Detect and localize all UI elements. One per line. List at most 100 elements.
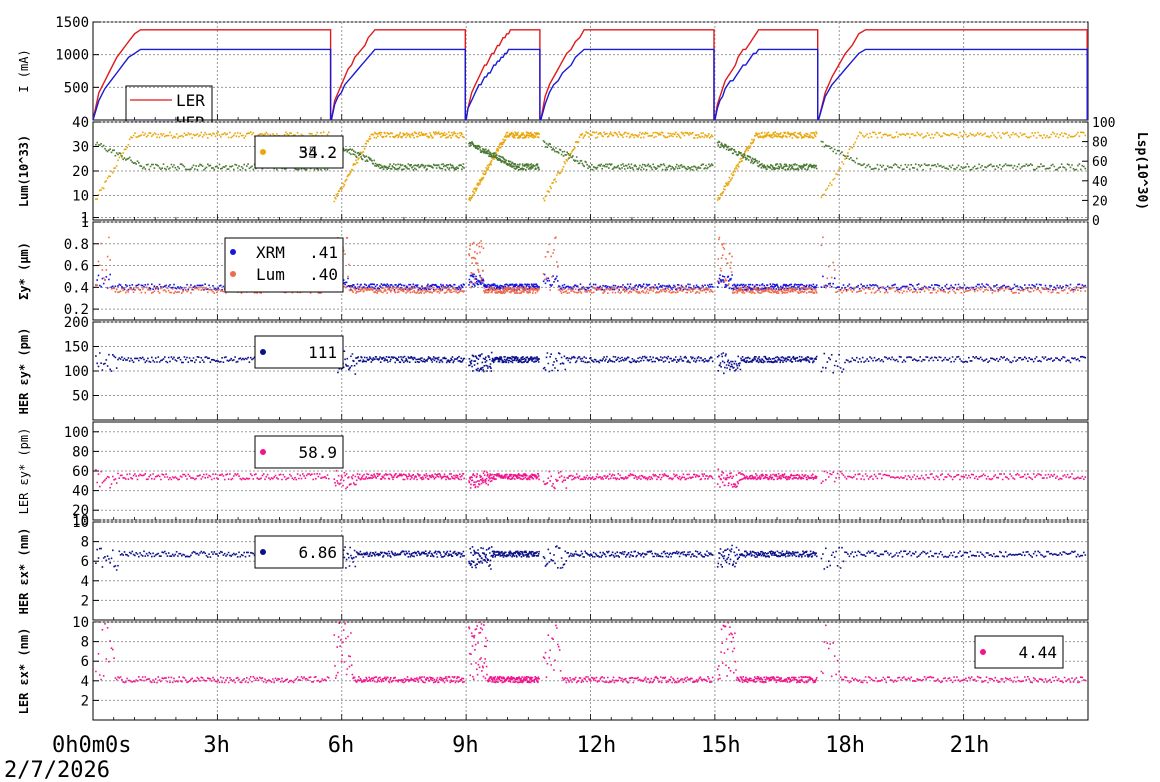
legend-box (974, 635, 1064, 669)
legend: 111 (254, 335, 344, 369)
legend-marker (230, 271, 236, 277)
y-axis-label: Σy* (μm) (17, 242, 31, 300)
legend-marker (980, 649, 986, 655)
series-dots-ler-y- (95, 468, 1087, 490)
x-tick-label: 18h (825, 733, 865, 758)
y-tick-label: 4 (81, 674, 89, 690)
y-tick-label: 4 (81, 574, 89, 590)
legend: 58.9 (254, 435, 344, 469)
y-axis-label: LER εx* (nm) (17, 628, 31, 715)
series-dots-lum (95, 236, 1087, 294)
y-tick-label: 2 (81, 593, 89, 609)
y-tick-label: 1500 (55, 15, 89, 31)
right-y-tick-label: 20 (1092, 194, 1108, 209)
legend-label: Lum (256, 265, 285, 284)
y-tick-label: 10 (72, 615, 89, 631)
y-tick-label: 60 (72, 464, 89, 480)
legend-value: 58.9 (298, 443, 337, 462)
y-tick-label: 100 (64, 425, 89, 441)
right-y-tick-label: 100 (1092, 116, 1115, 131)
legend-box (224, 237, 344, 293)
panel-sigma_y: 0.2 0.4 0.6 0.8 1 Σy* (μm) XRM .41 Lum .40 (17, 215, 1089, 321)
series-group (95, 350, 1087, 375)
legend-label: XRM (256, 243, 285, 262)
series-group (95, 622, 1087, 684)
legend: XRM .41 Lum .40 (224, 237, 344, 293)
legend: 4.44 (974, 635, 1064, 669)
y-tick-label: 40 (72, 484, 89, 500)
y-tick-label: 20 (72, 164, 89, 180)
legend-box (254, 435, 344, 469)
panel-ler_ex: 2 4 6 8 10 LER εx* (nm) 4.44 (17, 615, 1089, 721)
y-tick-label: 150 (64, 340, 89, 356)
legend: 55.234.2 (254, 135, 344, 169)
y-tick-label: 50 (72, 389, 89, 405)
y-tick-label: 1000 (55, 48, 89, 64)
panel-her_ey: 50 100 150 200 HER εy* (pm) 111 (17, 315, 1089, 421)
right-y-axis-label: Lsp(10^30) (1134, 132, 1149, 210)
right-y-tick-label: 60 (1092, 155, 1108, 170)
panel-her_ex: 2 4 6 8 10 HER εx* (nm) 6.86 (17, 515, 1089, 621)
legend-box (254, 535, 344, 569)
y-tick-label: 1 (81, 215, 89, 231)
x-tick-label: 0h0m0s (52, 733, 131, 758)
x-tick-label: 6h (328, 733, 355, 758)
x-tick-label: 9h (452, 733, 479, 758)
y-tick-label: 500 (64, 80, 89, 96)
y-axis-label: HER εx* (nm) (17, 528, 31, 615)
legend-value-overlap: 55.2 (298, 143, 337, 162)
y-axis-label: LER εy* (pm) (17, 428, 31, 515)
right-y-tick-label: 40 (1092, 175, 1108, 190)
legend-marker (260, 549, 266, 555)
series-line-ler (93, 29, 1088, 120)
legend-marker (260, 149, 266, 155)
legend-label: LER (176, 91, 205, 110)
legend-value: 34.2 (298, 143, 337, 162)
legend-box (254, 335, 344, 369)
y-tick-label: 8 (81, 635, 89, 651)
date-label: 2/7/2026 (4, 758, 110, 782)
y-tick-label: 40 (72, 115, 89, 131)
y-axis-label: Lum(10^33) (17, 135, 31, 207)
x-tick-label: 21h (950, 733, 990, 758)
y-tick-label: 0.8 (64, 237, 89, 253)
y-axis-label: HER εy* (pm) (17, 328, 31, 415)
y-tick-label: 0.6 (64, 259, 89, 275)
legend-value: .41 (309, 243, 338, 262)
x-tick-label: 12h (577, 733, 617, 758)
y-tick-label: 20 (72, 503, 89, 519)
y-tick-label: 80 (72, 444, 89, 460)
y-tick-label: 6 (81, 554, 89, 570)
series-group (95, 468, 1087, 490)
legend: 6.86 (254, 535, 344, 569)
right-y-tick-label: 0 (1092, 214, 1100, 229)
series-group (93, 29, 1088, 120)
legend-marker (230, 249, 236, 255)
y-tick-label: 8 (81, 535, 89, 551)
y-tick-label: 30 (72, 140, 89, 156)
y-tick-label: 0.2 (64, 302, 89, 318)
series-dots-ler-x- (95, 622, 1087, 684)
time-axis: 0h0m0s 3h 6h 9h 12h 15h 18h 21h (52, 733, 989, 758)
legend-marker (260, 449, 266, 455)
legend-value: 4.44 (1018, 643, 1057, 662)
y-tick-label: 0.4 (64, 280, 89, 296)
x-tick-label: 15h (701, 733, 741, 758)
y-tick-label: 10 (72, 513, 89, 529)
legend-value: .40 (309, 265, 338, 284)
legend-value: 111 (308, 343, 337, 362)
y-tick-label: 200 (64, 315, 89, 331)
y-tick-label: 10 (72, 515, 89, 531)
right-y-tick-label: 80 (1092, 136, 1108, 151)
legend-box (254, 135, 344, 169)
panel-luminosity: 1 10 20 30 40 Lum(10^33) 0 20 40 60 80 100 Lsp(10^30… (17, 115, 1149, 229)
legend-marker (260, 349, 266, 355)
y-tick-label: 6 (81, 654, 89, 670)
legend-value: 6.86 (298, 543, 337, 562)
series-line-her (93, 48, 1088, 120)
y-tick-label: 2 (81, 693, 89, 709)
y-axis-label: I (mA) (17, 49, 31, 92)
y-tick-label: 1 (81, 211, 89, 227)
